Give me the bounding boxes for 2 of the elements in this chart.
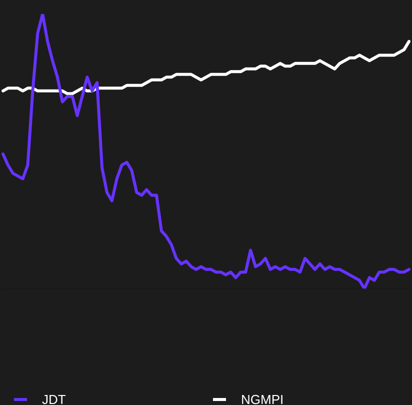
legend-label: JDT <box>42 392 66 405</box>
legend-label: NGMPI <box>241 392 284 405</box>
